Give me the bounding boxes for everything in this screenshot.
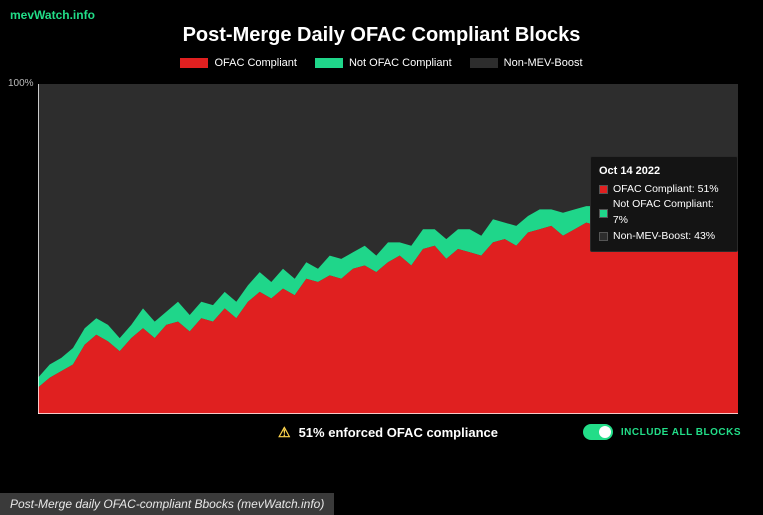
legend: OFAC Compliant Not OFAC Compliant Non-ME…: [0, 57, 763, 69]
tooltip-text: Non-MEV-Boost: 43%: [613, 229, 715, 245]
image-caption: Post-Merge daily OFAC-compliant Bbocks (…: [0, 493, 334, 515]
legend-label: OFAC Compliant: [214, 57, 297, 69]
tooltip-row: OFAC Compliant: 51%: [599, 182, 729, 198]
toggle-knob: [599, 426, 611, 438]
legend-item-non-mev: Non-MEV-Boost: [470, 57, 583, 69]
legend-item-not-ofac: Not OFAC Compliant: [315, 57, 452, 69]
chart-title: Post-Merge Daily OFAC Compliant Blocks: [0, 0, 763, 47]
legend-label: Non-MEV-Boost: [504, 57, 583, 69]
y-axis-label-100: 100%: [8, 78, 34, 89]
legend-label: Not OFAC Compliant: [349, 57, 452, 69]
tooltip-date: Oct 14 2022: [599, 163, 729, 180]
tooltip-text: OFAC Compliant: 51%: [613, 182, 719, 198]
tooltip-text: Not OFAC Compliant: 7%: [613, 197, 729, 229]
brand-text: mevWatch.info: [10, 8, 95, 22]
compliance-text: 51% enforced OFAC compliance: [299, 425, 498, 440]
include-all-blocks-toggle[interactable]: INCLUDE ALL BLOCKS: [583, 424, 741, 440]
area-chart: Oct 14 2022 OFAC Compliant: 51% Not OFAC…: [38, 84, 738, 414]
tooltip-swatch: [599, 185, 608, 194]
toggle-switch[interactable]: [583, 424, 613, 440]
tooltip-swatch: [599, 232, 608, 241]
brand-link[interactable]: mevWatch.info: [10, 8, 95, 22]
tooltip-row: Not OFAC Compliant: 7%: [599, 197, 729, 229]
legend-swatch: [470, 58, 498, 68]
toggle-label: INCLUDE ALL BLOCKS: [621, 427, 741, 438]
tooltip-swatch: [599, 209, 608, 218]
legend-item-ofac: OFAC Compliant: [180, 57, 297, 69]
chart-tooltip: Oct 14 2022 OFAC Compliant: 51% Not OFAC…: [590, 156, 738, 252]
legend-swatch: [315, 58, 343, 68]
warning-icon: ⚠: [278, 424, 291, 441]
legend-swatch: [180, 58, 208, 68]
tooltip-row: Non-MEV-Boost: 43%: [599, 229, 729, 245]
